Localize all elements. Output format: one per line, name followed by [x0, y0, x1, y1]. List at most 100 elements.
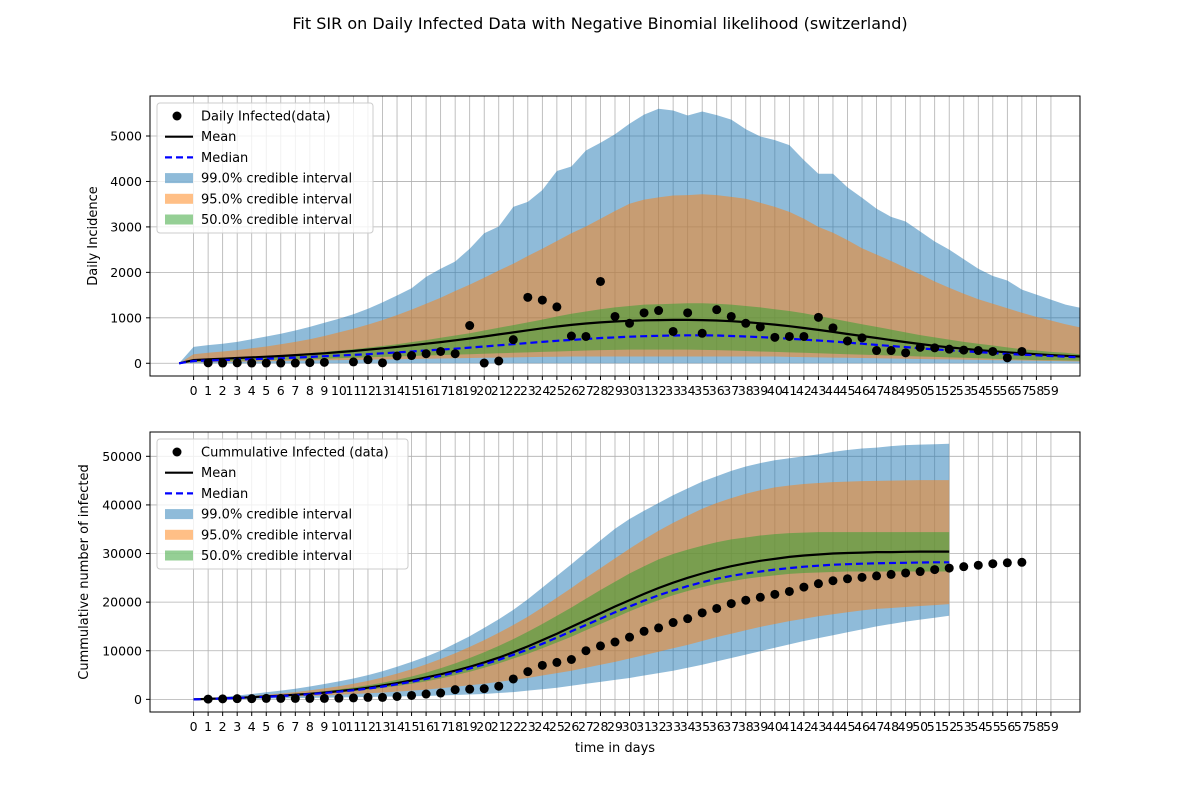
x-tick-label: 16: [418, 383, 434, 398]
data-point: [319, 357, 329, 367]
legend: Daily Infected(data) Mean Median 99.0% cre…: [156, 102, 374, 234]
x-tick-label: 4: [248, 383, 256, 398]
legend-data-label: Daily Infected(data): [201, 110, 331, 125]
x-tick-label: 12: [360, 719, 376, 734]
x-tick-label: 20: [476, 719, 492, 734]
x-tick-label: 5: [262, 383, 270, 398]
data-point: [799, 331, 809, 341]
data-point: [232, 358, 242, 368]
x-tick-label: 11: [345, 719, 361, 734]
data-point: [450, 349, 460, 359]
x-tick-label: 42: [796, 383, 812, 398]
data-point: [697, 608, 707, 618]
data-point: [595, 641, 605, 651]
x-axis: 0 1 2 3 4 5 6 7 8 9 101112131415161718192021222324…: [190, 376, 1059, 398]
x-tick-label: 6: [277, 719, 285, 734]
x-tick-label: 32: [651, 383, 667, 398]
x-tick-label: 51: [927, 383, 943, 398]
x-axis-label: time in days: [575, 741, 655, 756]
x-tick-label: 45: [840, 383, 856, 398]
data-point: [203, 694, 213, 704]
legend-ci50-swatch: [165, 550, 193, 561]
x-tick-label: 17: [433, 383, 449, 398]
x-tick-label: 7: [291, 719, 299, 734]
data-point: [378, 692, 387, 702]
legend-ci99-label: 99.0% credible interval: [201, 172, 352, 187]
x-tick-label: 4: [248, 719, 256, 734]
data-point: [1017, 346, 1027, 356]
data-point: [741, 595, 751, 605]
y-tick-label: 10000: [102, 643, 142, 658]
x-tick-label: 16: [418, 719, 434, 734]
data-point: [261, 693, 271, 703]
data-point: [247, 358, 257, 368]
legend-ci99-swatch: [165, 509, 193, 520]
data-point: [363, 692, 373, 702]
x-tick-label: 24: [534, 383, 550, 398]
data-point: [348, 357, 358, 367]
x-tick-label: 50: [912, 719, 928, 734]
y-tick-label: 1000: [110, 310, 142, 325]
x-tick-label: 40: [767, 719, 783, 734]
data-point: [843, 574, 852, 584]
x-tick-label: 53: [956, 383, 972, 398]
legend-mean-label: Mean: [201, 466, 236, 481]
y-tick-label: 0: [134, 692, 142, 707]
data-point: [872, 346, 882, 356]
x-tick-label: 43: [810, 719, 826, 734]
median-line: [178, 334, 1080, 365]
data-point: [392, 351, 402, 361]
x-tick-label: 12: [360, 383, 376, 398]
x-tick-label: 25: [549, 383, 565, 398]
plot-area: [193, 443, 1027, 704]
legend-box: [156, 102, 374, 234]
x-tick-label: 18: [447, 383, 463, 398]
y-tick-label: 5000: [110, 129, 142, 144]
figure-title: Fit SIR on Daily Infected Data with Nega…: [292, 14, 907, 33]
data-point: [465, 684, 475, 694]
x-tick-label: 33: [665, 383, 681, 398]
data-point: [290, 358, 300, 368]
data-point: [479, 684, 489, 694]
data-point: [348, 693, 358, 703]
data-point: [712, 305, 722, 315]
ci50-band: [179, 303, 1080, 364]
data-point: [421, 349, 431, 359]
data-point: [1002, 558, 1012, 568]
y-axis: 0 10000 20000 30000 40000 50000: [102, 449, 150, 707]
data-point: [421, 689, 431, 699]
x-tick-label: 30: [622, 383, 638, 398]
data-point: [654, 623, 664, 633]
x-tick-label: 34: [680, 719, 696, 734]
x-tick-label: 56: [999, 383, 1015, 398]
data-point: [1002, 353, 1012, 363]
data-point: [276, 693, 286, 703]
legend-median-label: Median: [201, 151, 248, 166]
legend-data-label: Cummulative Infected (data): [201, 446, 389, 461]
x-tick-label: 30: [622, 719, 638, 734]
x-tick-label: 44: [825, 719, 841, 734]
data-points: [203, 557, 1027, 704]
x-tick-label: 58: [1028, 719, 1044, 734]
data-point: [959, 562, 969, 572]
data-point: [799, 582, 809, 592]
x-tick-label: 13: [375, 719, 391, 734]
data-point: [1017, 557, 1027, 567]
x-tick-label: 9: [320, 383, 328, 398]
data-point: [595, 276, 605, 286]
y-tick-label: 4000: [110, 174, 142, 189]
data-point: [363, 355, 373, 365]
x-tick-label: 52: [941, 383, 957, 398]
x-tick-label: 55: [985, 383, 1001, 398]
data-point: [436, 688, 446, 698]
data-point: [973, 560, 983, 570]
legend-mean-label: Mean: [201, 130, 236, 145]
y-axis-label: Cummulative number of infected: [77, 464, 92, 679]
data-point: [479, 358, 489, 368]
x-tick-label: 50: [912, 383, 928, 398]
x-tick-label: 36: [709, 383, 725, 398]
cumulative-infected-chart: 0 1 2 3 4 5 6 7 8 9 101112131415161718192021222324…: [77, 431, 1081, 756]
x-tick-label: 26: [563, 383, 579, 398]
data-point: [305, 693, 315, 703]
data-point: [305, 358, 315, 368]
